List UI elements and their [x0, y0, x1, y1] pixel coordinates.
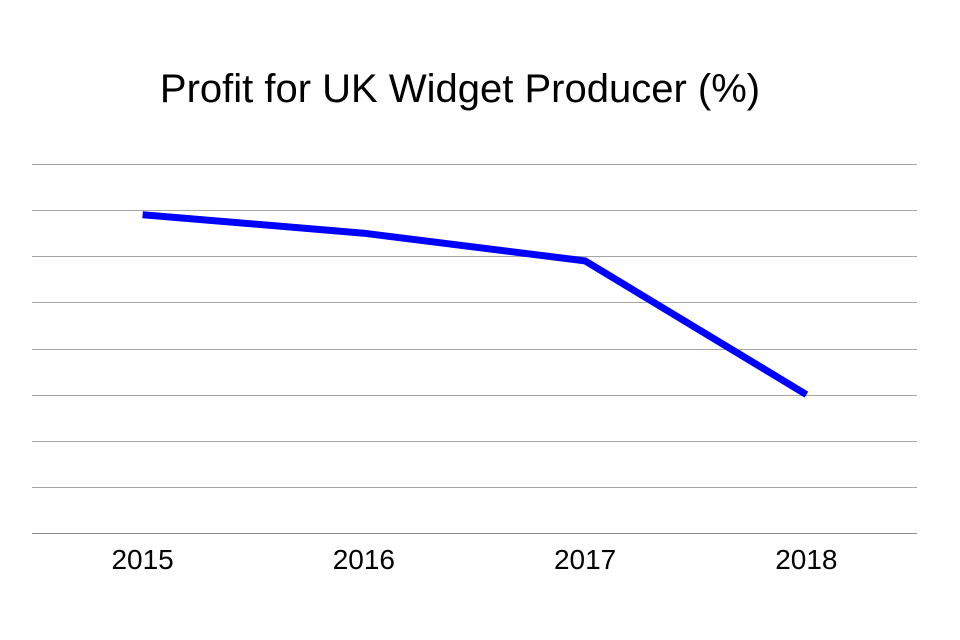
series-group	[142, 211, 809, 398]
x-tick-label: 2018	[775, 544, 837, 575]
series-line	[142, 211, 809, 398]
x-tick-labels: 2015 2016 2017 2018	[111, 544, 837, 575]
x-tick-label: 2017	[554, 544, 616, 575]
chart-title: Profit for UK Widget Producer (%)	[160, 67, 760, 111]
x-tick-label: 2016	[333, 544, 395, 575]
x-tick-label: 2015	[111, 544, 173, 575]
gridlines	[32, 164, 917, 488]
